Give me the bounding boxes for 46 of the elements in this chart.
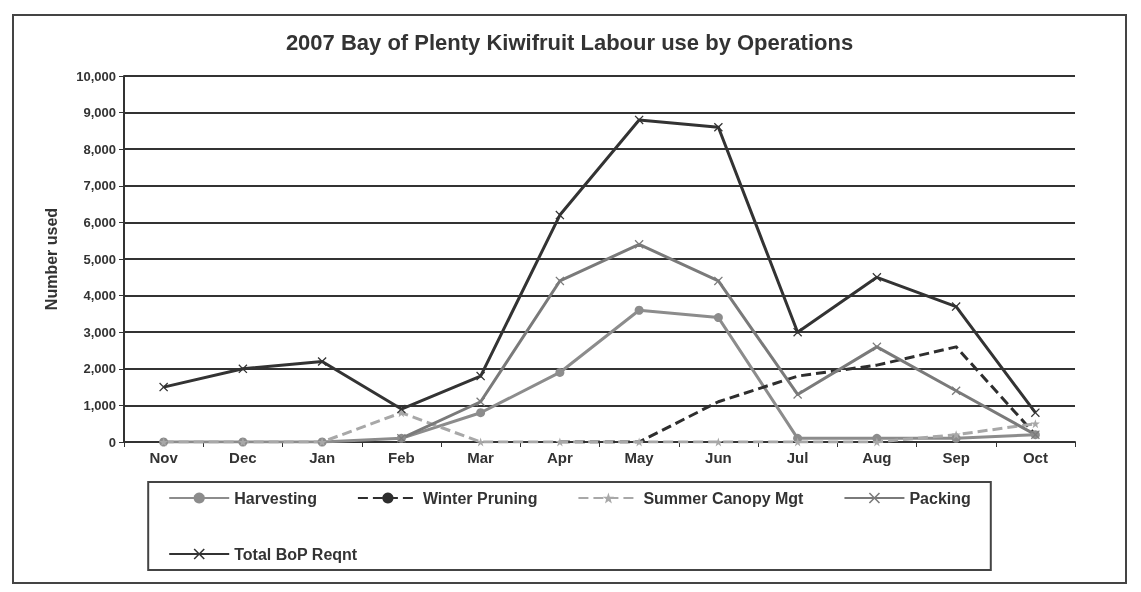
y-tick-label: 0	[108, 434, 116, 450]
x-tick-label: Sep	[942, 449, 970, 466]
y-tick-label: 8,000	[83, 141, 116, 157]
x-tick-label: Aug	[862, 449, 892, 466]
point	[951, 302, 961, 312]
point	[793, 327, 803, 337]
x-tick-label: Oct	[1022, 449, 1048, 466]
y-tick-label: 9,000	[83, 105, 116, 121]
y-tick-label: 1,000	[83, 397, 116, 413]
y-axis-title: Number used	[42, 207, 60, 311]
chart-title: 2007 Bay of Plenty Kiwifruit Labour use by Operations	[285, 29, 854, 55]
legend-label: Total BoP Reqnt	[234, 545, 358, 563]
point	[713, 313, 723, 323]
point	[476, 397, 486, 407]
y-tick-label: 5,000	[83, 251, 116, 267]
x-tick-label: Jul	[786, 449, 809, 466]
x-tick-label: Nov	[149, 449, 179, 466]
y-tick-label: 3,000	[83, 324, 116, 340]
point	[159, 382, 169, 392]
legend-label: Packing	[909, 489, 971, 507]
legend-label: Harvesting	[234, 489, 317, 507]
point	[634, 305, 644, 315]
y-tick-label: 2,000	[83, 361, 116, 377]
x-tick-label: May	[624, 449, 655, 466]
point	[476, 408, 486, 418]
y-tick-label: 7,000	[83, 178, 116, 194]
point	[317, 356, 327, 366]
legend-label: Summer Canopy Mgt	[643, 489, 805, 507]
x-tick-label: Mar	[467, 449, 495, 466]
y-tick-label: 4,000	[83, 288, 116, 304]
x-tick-label: Jan	[309, 449, 336, 466]
point	[872, 272, 882, 282]
x-tick-label: Jun	[705, 449, 732, 466]
point	[951, 386, 961, 396]
y-tick-label: 6,000	[83, 214, 116, 230]
y-tick-label: 10,000	[76, 68, 116, 84]
point	[713, 122, 723, 132]
x-tick-label: Apr	[546, 449, 573, 466]
point	[634, 239, 644, 249]
point	[713, 276, 723, 286]
legend-label: Winter Pruning	[422, 489, 538, 507]
point	[476, 371, 486, 381]
point	[555, 367, 565, 377]
point	[396, 404, 406, 414]
x-tick-label: Feb	[388, 449, 415, 466]
x-tick-label: Dec	[229, 449, 257, 466]
